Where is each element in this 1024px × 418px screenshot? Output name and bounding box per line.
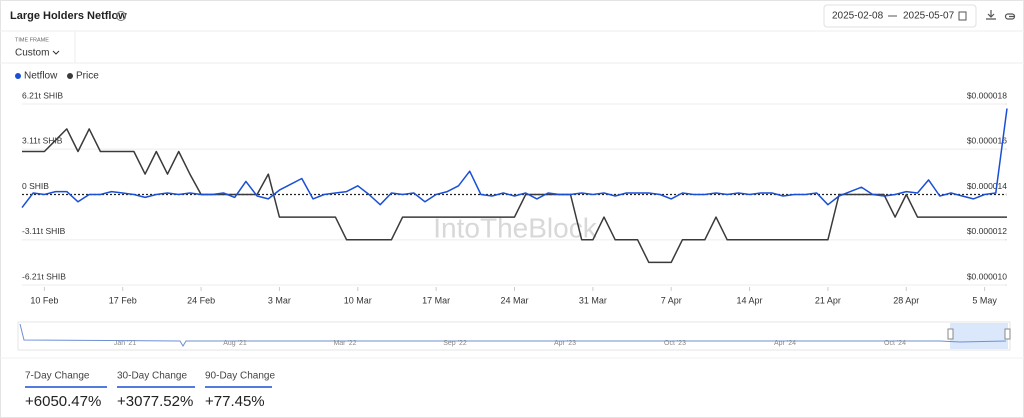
timeframe-label: TIME FRAME [15,37,49,43]
navigator-label: Sep '22 [443,340,467,347]
chart-title: Large Holders Netflow [10,10,127,22]
info-icon[interactable] [116,11,126,21]
legend-marker [15,73,21,79]
y-tick-label: 6.21t SHIB [22,90,63,100]
y-tick-label: -3.11t SHIB [22,226,66,236]
link-icon[interactable] [1004,13,1016,20]
legend-label: Price [76,71,99,82]
navigator-label: Oct '24 [884,340,906,347]
stat-label: 90-Day Change [205,371,275,382]
navigator-line [19,323,1007,347]
y2-tick-label: $0.000010 [967,271,1007,281]
navigator-label: Apr '24 [774,340,796,347]
y2-tick-label: $0.000012 [967,226,1007,236]
stat-value: +3077.52% [117,393,193,410]
navigator-label: Jan '21 [114,340,136,347]
x-tick-label: 14 Apr [737,295,763,305]
date-from: 2025-02-08 [832,11,884,22]
date-to: 2025-05-07 [903,11,955,22]
navigator-label: Apr '23 [554,340,576,347]
x-tick-label: 7 Apr [661,295,682,305]
x-tick-label: 5 May [972,295,997,305]
legend-label: Netflow [24,71,58,82]
navigator-handle[interactable] [1004,328,1011,340]
stat-value: +77.45% [205,393,265,410]
date-range[interactable] [823,4,977,28]
y2-tick-label: $0.000014 [967,181,1007,191]
x-tick-label: 31 Mar [579,295,607,305]
navigator-label: Aug '21 [223,340,247,347]
dropdown-caret [52,50,60,55]
y2-tick-label: $0.000018 [967,90,1007,100]
series-line [21,108,1008,209]
x-tick-label: 17 Feb [109,295,137,305]
stat-value: +6050.47% [25,393,101,410]
navigator-handle[interactable] [947,328,954,340]
navigator-selection[interactable] [950,323,1008,349]
x-tick-label: 28 Apr [893,295,919,305]
download-icon[interactable] [986,10,996,20]
x-tick-label: 24 Mar [500,295,528,305]
y2-tick-label: $0.000016 [967,136,1007,146]
calendar-icon [958,11,967,21]
x-tick-label: 3 Mar [268,295,291,305]
x-tick-label: 17 Mar [422,295,450,305]
legend-marker [67,73,73,79]
x-tick-label: 21 Apr [815,295,841,305]
y-tick-label: -6.21t SHIB [22,271,66,281]
navigator-label: Mar '22 [333,340,356,347]
x-tick-label: 10 Feb [30,295,58,305]
stat-label: 30-Day Change [117,371,187,382]
navigator-label: Oct '23 [664,340,686,347]
y-tick-label: 3.11t SHIB [22,135,63,145]
x-tick-label: 10 Mar [344,295,372,305]
x-tick-label: 24 Feb [187,295,215,305]
stat-label: 7-Day Change [25,371,90,382]
timeframe-select[interactable]: Custom [15,48,49,59]
y-tick-label: 0 SHIB [22,181,49,191]
